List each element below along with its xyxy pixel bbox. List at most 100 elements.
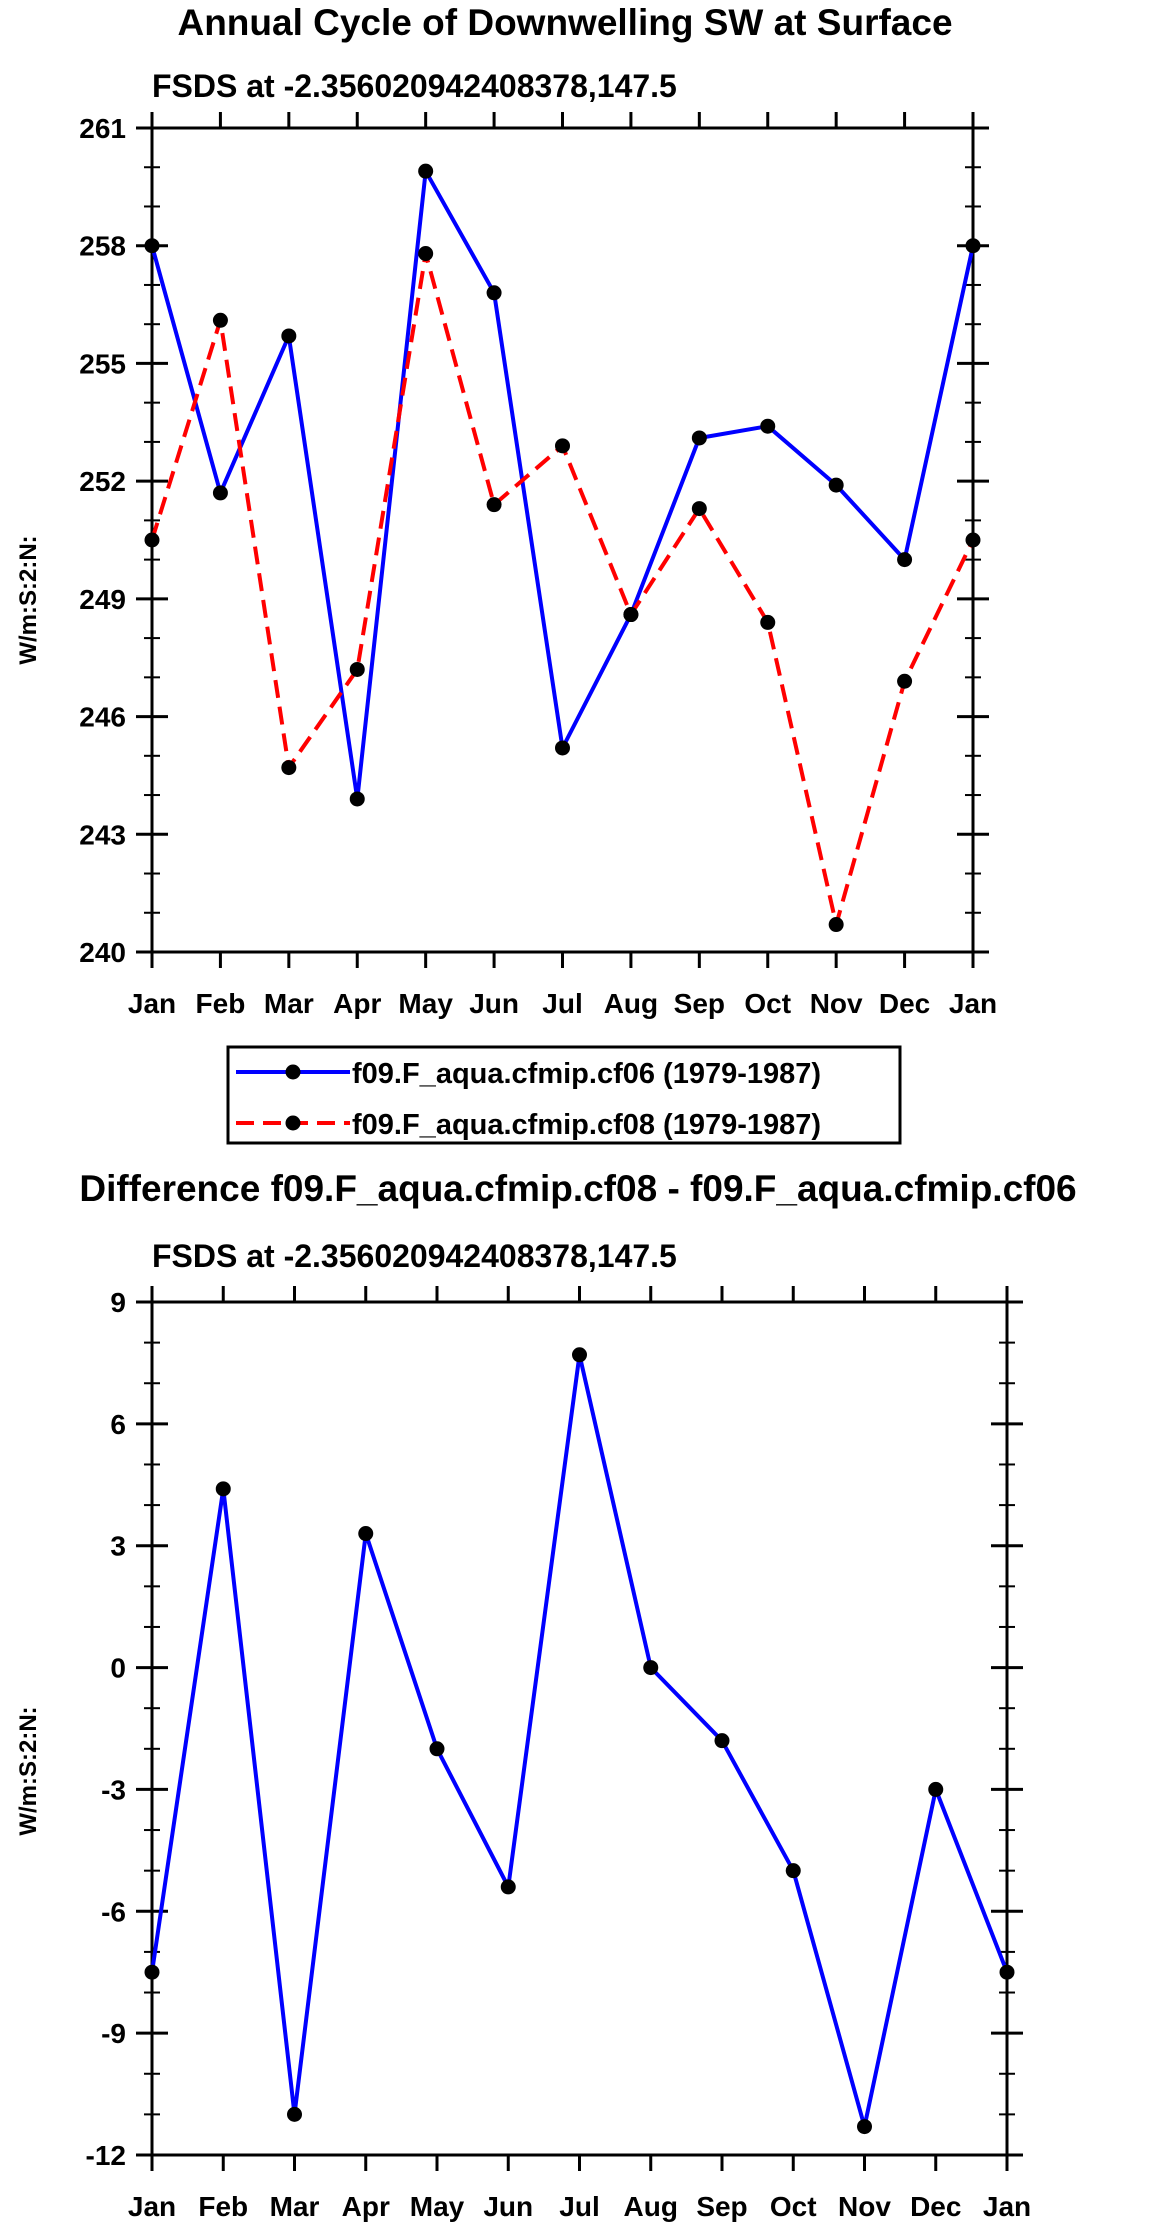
data-point xyxy=(349,791,365,807)
axes xyxy=(136,1286,1023,2171)
plot-frame xyxy=(150,126,975,954)
data-point xyxy=(281,328,297,344)
data-point xyxy=(828,917,844,933)
x-tick-label: Apr xyxy=(333,988,381,1019)
y-tick-label: 261 xyxy=(79,113,126,144)
x-tick-label: Sep xyxy=(674,988,725,1019)
data-point xyxy=(999,1964,1015,1980)
y-tick-label: 3 xyxy=(110,1531,126,1562)
x-tick-label: May xyxy=(398,988,453,1019)
data-point xyxy=(623,607,639,623)
x-tick-label: Jun xyxy=(483,2191,533,2222)
y-tick-label: -3 xyxy=(101,1774,126,1805)
y-tick-label: 246 xyxy=(79,702,126,733)
y-tick-label: -12 xyxy=(86,2140,126,2171)
x-tick-labels: Jan Feb Mar Apr May Jun Jul Aug Sep Oct … xyxy=(128,2191,1031,2222)
x-tick-label: Jul xyxy=(559,2191,599,2222)
data-point xyxy=(358,1526,374,1542)
x-tick-label: Aug xyxy=(604,988,658,1019)
legend: f09.F_aqua.cfmip.cf06 (1979-1987) f09.F_… xyxy=(226,1045,902,1145)
series-line xyxy=(150,1352,1009,2129)
data-point xyxy=(928,1781,944,1797)
x-tick-label: Nov xyxy=(838,2191,891,2222)
data-point xyxy=(281,760,297,776)
data-point xyxy=(486,497,502,513)
data-point xyxy=(691,430,707,446)
series-layer xyxy=(144,1347,1015,2135)
data-point xyxy=(212,485,228,501)
x-tick-label: Sep xyxy=(696,2191,747,2222)
legend-marker-cf06 xyxy=(285,1064,301,1080)
legend-marker-cf08 xyxy=(285,1115,301,1131)
data-point xyxy=(965,238,981,254)
y-tick-label: -6 xyxy=(101,1896,126,1927)
series-layer xyxy=(144,163,981,933)
data-point xyxy=(857,2119,872,2135)
annual-cycle-chart: Annual Cycle of Downwelling SW at Surfac… xyxy=(15,2,997,1019)
data-point xyxy=(691,501,707,517)
data-point xyxy=(760,614,776,630)
x-tick-label: Jan xyxy=(983,2191,1031,2222)
data-point xyxy=(643,1660,659,1676)
x-tick-label: Mar xyxy=(270,2191,320,2222)
data-point xyxy=(349,661,365,677)
y-tick-label: 240 xyxy=(79,937,126,968)
data-point xyxy=(500,1879,516,1895)
data-point xyxy=(897,673,913,689)
x-tick-label: Feb xyxy=(198,2191,248,2222)
x-tick-label: Apr xyxy=(342,2191,390,2222)
y-tick-label: 252 xyxy=(79,466,126,497)
y-tick-label: 243 xyxy=(79,819,126,850)
data-point xyxy=(212,312,228,328)
x-tick-label: Aug xyxy=(624,2191,678,2222)
data-point xyxy=(555,438,570,454)
y-tick-label: 6 xyxy=(110,1409,126,1440)
data-point xyxy=(760,418,776,434)
y-tick-label: 0 xyxy=(110,1653,126,1684)
x-tick-label: Dec xyxy=(879,988,930,1019)
data-point xyxy=(215,1481,231,1497)
data-point xyxy=(572,1347,587,1363)
x-tick-label: Feb xyxy=(196,988,246,1019)
x-tick-label: Oct xyxy=(744,988,791,1019)
legend-label-cf06: f09.F_aqua.cfmip.cf06 (1979-1987) xyxy=(352,1058,821,1090)
x-tick-label: Jun xyxy=(469,988,519,1019)
y-tick-label: 255 xyxy=(79,348,126,379)
data-point xyxy=(418,246,434,262)
legend-box xyxy=(226,1045,902,1145)
data-point xyxy=(144,532,160,548)
legend-label-cf08: f09.F_aqua.cfmip.cf08 (1979-1987) xyxy=(352,1109,821,1141)
y-tick-labels: 240 243 246 249 252 255 258 261 xyxy=(79,113,126,968)
data-point xyxy=(828,477,844,493)
x-tick-label: Dec xyxy=(910,2191,961,2222)
x-tick-label: Jan xyxy=(128,2191,176,2222)
data-point xyxy=(785,1863,801,1879)
difference-chart: Difference f09.F_aqua.cfmip.cf08 - f09.F… xyxy=(15,1168,1077,2222)
plot-frame xyxy=(150,1300,1009,2157)
data-point xyxy=(486,285,502,301)
chart-title: Annual Cycle of Downwelling SW at Surfac… xyxy=(177,2,952,43)
y-tick-labels: -12 -9 -6 -3 0 3 6 9 xyxy=(86,1287,126,2171)
chart-subtitle: FSDS at -2.356020942408378,147.5 xyxy=(152,1238,677,1274)
x-tick-label: Jul xyxy=(542,988,582,1019)
data-point xyxy=(144,1964,160,1980)
data-point xyxy=(418,163,434,179)
chart-subtitle: FSDS at -2.356020942408378,147.5 xyxy=(152,68,677,104)
chart-title: Difference f09.F_aqua.cfmip.cf08 - f09.F… xyxy=(79,1168,1076,1209)
data-point xyxy=(965,532,981,548)
y-tick-label: 258 xyxy=(79,231,126,262)
x-tick-label: Oct xyxy=(770,2191,817,2222)
series-line xyxy=(150,169,975,801)
x-tick-label: Jan xyxy=(949,988,997,1019)
y-axis-label: W/m:S:2:N: xyxy=(15,1706,42,1835)
x-tick-label: May xyxy=(410,2191,465,2222)
data-point xyxy=(555,740,570,756)
series-line xyxy=(150,251,975,927)
data-point xyxy=(897,552,913,568)
y-axis-label: W/m:S:2:N: xyxy=(15,535,42,664)
y-tick-label: 249 xyxy=(79,584,126,615)
x-tick-label: Nov xyxy=(810,988,863,1019)
x-tick-label: Jan xyxy=(128,988,176,1019)
